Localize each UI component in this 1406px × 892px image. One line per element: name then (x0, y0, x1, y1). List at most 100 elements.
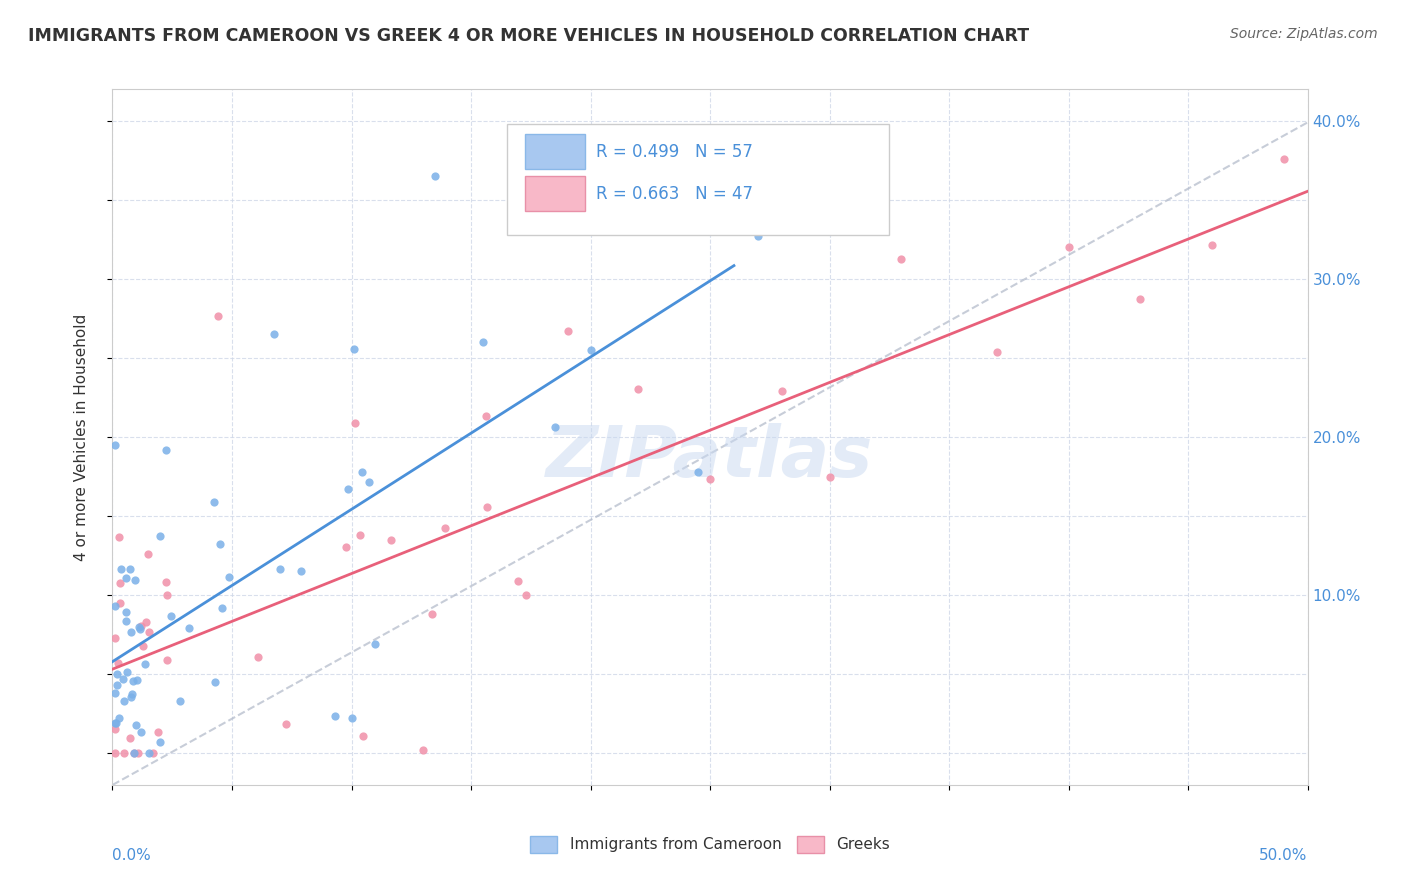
Point (364, 636, 387, 650)
Point (110, 562, 132, 576)
Point (337, 482, 360, 496)
Point (543, 420, 565, 434)
Point (104, 438, 127, 452)
Point (120, 690, 142, 704)
Point (420, 607, 443, 621)
Point (142, 747, 165, 761)
Point (211, 600, 233, 615)
Point (357, 475, 380, 489)
Point (128, 620, 150, 634)
Point (380, 533, 402, 547)
Point (323, 709, 346, 723)
Point (343, 416, 366, 430)
Point (104, 747, 127, 761)
Point (105, 667, 128, 681)
Point (1272, 152, 1295, 166)
Point (202, 495, 225, 509)
Point (156, 588, 179, 602)
Point (986, 344, 1008, 359)
Point (350, 465, 373, 479)
FancyBboxPatch shape (508, 124, 890, 235)
Text: R = 0.663   N = 47: R = 0.663 N = 47 (596, 185, 754, 202)
Point (112, 672, 135, 686)
Point (1057, 240, 1080, 254)
Point (149, 528, 172, 542)
Point (1129, 292, 1152, 306)
Point (269, 562, 291, 576)
Point (475, 500, 498, 515)
Point (122, 747, 145, 761)
FancyBboxPatch shape (524, 135, 585, 169)
Point (207, 309, 229, 323)
Point (475, 409, 498, 424)
FancyBboxPatch shape (524, 176, 585, 211)
Point (335, 541, 357, 555)
Point (515, 588, 537, 602)
Point (1201, 238, 1223, 252)
Text: IMMIGRANTS FROM CAMEROON VS GREEK 4 OR MORE VEHICLES IN HOUSEHOLD CORRELATION CH: IMMIGRANTS FROM CAMEROON VS GREEK 4 OR M… (28, 27, 1029, 45)
Text: 0.0%: 0.0% (112, 848, 152, 863)
Point (108, 576, 131, 591)
Point (247, 649, 270, 664)
Point (770, 384, 793, 399)
Point (433, 521, 456, 535)
Point (160, 609, 183, 624)
Point (340, 711, 363, 725)
Point (818, 469, 841, 483)
Point (263, 326, 285, 341)
Point (104, 631, 127, 645)
Point (104, 715, 127, 730)
Point (146, 725, 169, 739)
Point (127, 747, 149, 761)
Point (156, 653, 179, 667)
Point (108, 596, 131, 610)
Point (121, 674, 143, 689)
Point (125, 717, 148, 731)
Point (506, 574, 529, 588)
Point (579, 343, 602, 357)
Point (138, 747, 160, 761)
Point (425, 169, 447, 183)
Point (134, 657, 156, 671)
Point (169, 694, 191, 708)
Point (136, 547, 159, 561)
Point (412, 742, 434, 756)
Point (124, 573, 146, 587)
Y-axis label: 4 or more Vehicles in Household: 4 or more Vehicles in Household (75, 313, 89, 561)
Point (218, 570, 240, 584)
Point (688, 465, 710, 479)
Text: R = 0.499   N = 57: R = 0.499 N = 57 (596, 143, 754, 161)
Text: 50.0%: 50.0% (1260, 848, 1308, 863)
Text: Source: ZipAtlas.com: Source: ZipAtlas.com (1230, 27, 1378, 41)
Point (290, 564, 312, 578)
Point (125, 673, 148, 687)
Point (117, 665, 139, 679)
Point (112, 694, 135, 708)
Point (204, 674, 226, 689)
Point (155, 443, 177, 458)
Point (105, 678, 128, 692)
Point (114, 605, 136, 619)
Point (155, 574, 177, 589)
Point (132, 639, 155, 653)
Point (108, 710, 131, 724)
Text: ZIPatlas: ZIPatlas (547, 424, 873, 492)
Point (122, 747, 145, 761)
Point (274, 717, 297, 731)
Point (104, 599, 127, 613)
Point (664, 217, 686, 231)
Point (118, 562, 141, 576)
Point (105, 716, 128, 731)
Point (104, 722, 127, 736)
Point (112, 747, 135, 761)
Point (472, 334, 495, 349)
Point (149, 735, 172, 749)
Point (209, 537, 232, 551)
Point (115, 615, 138, 629)
Point (352, 729, 374, 743)
Point (343, 342, 366, 356)
Point (557, 324, 579, 338)
Point (129, 725, 152, 739)
Point (115, 571, 138, 585)
Point (107, 656, 129, 670)
